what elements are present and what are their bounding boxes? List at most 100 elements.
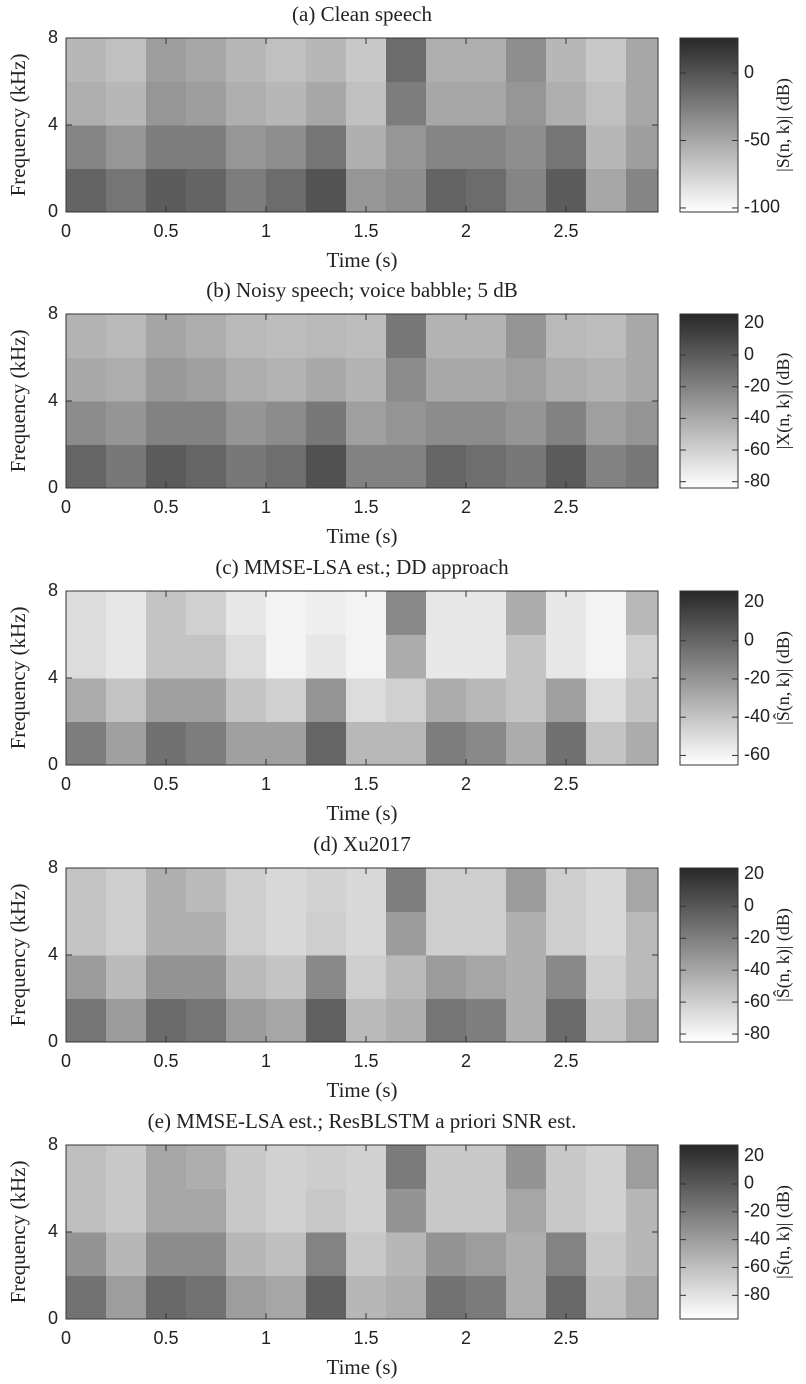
cell	[426, 678, 467, 722]
y-axis-label: Frequency (kHz)	[6, 330, 30, 473]
cell	[386, 81, 427, 126]
cell	[346, 168, 387, 213]
cell	[306, 1275, 347, 1320]
cell	[106, 1232, 147, 1276]
cell	[426, 314, 467, 358]
y-tick-label: 0	[48, 201, 58, 221]
cell	[386, 401, 427, 445]
cell	[506, 678, 547, 722]
y-tick-label: 0	[48, 477, 58, 497]
cell	[426, 634, 467, 679]
cell	[506, 1145, 547, 1189]
cell	[186, 1188, 227, 1233]
cell	[66, 1275, 107, 1320]
colorbar-tick-label: 20	[744, 1145, 764, 1165]
cell	[386, 38, 427, 82]
cell	[266, 721, 307, 766]
cell	[346, 634, 387, 679]
colorbar	[679, 1144, 739, 1320]
y-axis-label: Frequency (kHz)	[6, 884, 30, 1027]
cell	[546, 955, 587, 999]
x-tick-label: 2.5	[553, 497, 578, 517]
cell	[386, 721, 427, 766]
cell	[106, 401, 147, 445]
cell	[226, 444, 267, 489]
cell	[426, 955, 467, 999]
colorbar	[679, 590, 739, 766]
x-tick-label: 2	[461, 1328, 471, 1348]
cell	[386, 444, 427, 489]
cell	[106, 634, 147, 679]
cell	[626, 125, 659, 169]
cell	[626, 1188, 659, 1233]
cell	[506, 868, 547, 912]
cell	[266, 1275, 307, 1320]
x-tick-label: 1	[261, 774, 271, 794]
cell	[346, 81, 387, 126]
cell	[186, 1145, 227, 1189]
cell	[466, 314, 507, 358]
cell	[506, 634, 547, 679]
cell	[586, 81, 627, 126]
cell	[626, 591, 659, 635]
colorbar-tick-label: -80	[744, 1023, 770, 1043]
cell	[66, 998, 107, 1043]
cell	[146, 1275, 187, 1320]
cell	[306, 168, 347, 213]
cell	[146, 1232, 187, 1276]
x-tick-label: 2.5	[553, 221, 578, 241]
cell	[506, 38, 547, 82]
cell	[186, 955, 227, 999]
cell	[266, 634, 307, 679]
cell	[186, 634, 227, 679]
cell	[306, 721, 347, 766]
chart-title: (c) MMSE-LSA est.; DD approach	[215, 555, 509, 579]
cell	[426, 125, 467, 169]
cell	[586, 314, 627, 358]
cell	[146, 357, 187, 402]
cell	[146, 38, 187, 82]
cell	[226, 314, 267, 358]
cell	[306, 314, 347, 358]
x-tick-label: 0	[61, 774, 71, 794]
colorbar-tick-label: 0	[744, 629, 754, 649]
colorbar	[679, 37, 739, 213]
x-tick-label: 1.5	[353, 774, 378, 794]
cell	[546, 444, 587, 489]
cell	[586, 955, 627, 999]
y-tick-label: 0	[48, 754, 58, 774]
cell	[546, 678, 587, 722]
cell	[266, 998, 307, 1043]
cell	[226, 998, 267, 1043]
colorbar-tick-label: -40	[744, 407, 770, 427]
x-tick-label: 1	[261, 497, 271, 517]
colorbar-label: |X(n, k)| (dB)	[773, 353, 794, 450]
cell	[226, 168, 267, 213]
colorbar	[679, 867, 739, 1043]
cell	[346, 1232, 387, 1276]
cell	[266, 678, 307, 722]
cell	[586, 721, 627, 766]
cell	[546, 1188, 587, 1233]
cell	[226, 81, 267, 126]
cell	[346, 444, 387, 489]
cell	[586, 591, 627, 635]
cell	[546, 721, 587, 766]
cell	[426, 911, 467, 956]
cell	[386, 357, 427, 402]
cell	[146, 314, 187, 358]
cell	[106, 955, 147, 999]
cell	[386, 634, 427, 679]
cell	[226, 911, 267, 956]
cell	[186, 868, 227, 912]
cell	[66, 868, 107, 912]
colorbar-tick-label: 0	[744, 1173, 754, 1193]
colorbar	[679, 313, 739, 489]
cell	[466, 168, 507, 213]
cell	[146, 444, 187, 489]
cell	[546, 998, 587, 1043]
cell	[106, 721, 147, 766]
cell	[226, 125, 267, 169]
cell	[146, 721, 187, 766]
cell	[266, 81, 307, 126]
